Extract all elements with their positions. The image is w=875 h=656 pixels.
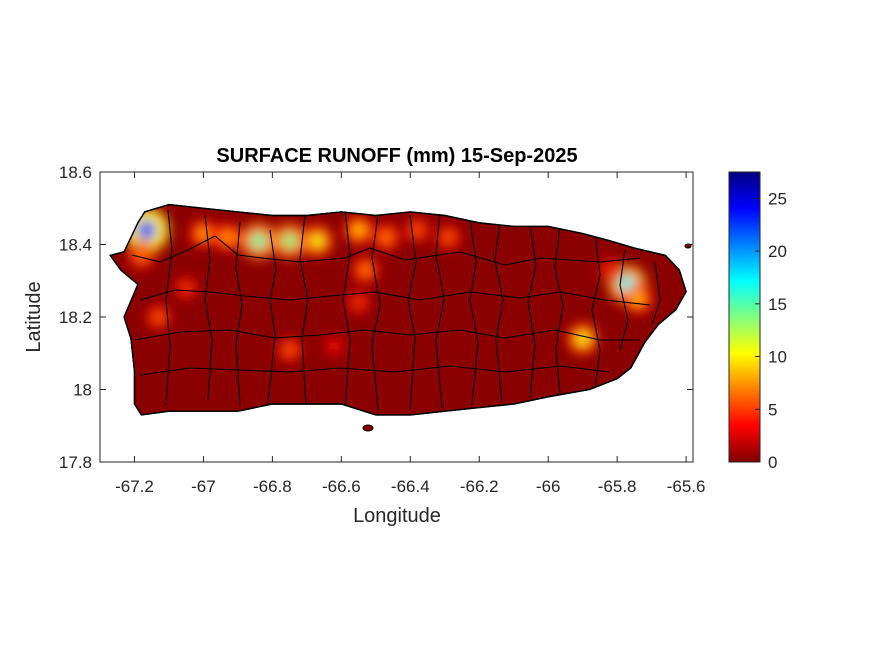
runoff-hotspot-core-1: [135, 249, 148, 262]
municipality-boundaries: [131, 209, 661, 411]
colorbar-gradient: [729, 172, 760, 462]
colorbar-tick-label: 0: [768, 453, 777, 472]
runoff-hotspot-core-19: [631, 292, 645, 306]
runoff-hotspot-core-0: [136, 220, 157, 240]
map-title: SURFACE RUNOFF (mm) 15-Sep-2025: [216, 145, 577, 167]
y-tick-label: 18: [73, 381, 92, 400]
colorbar-tick-label: 25: [768, 189, 787, 208]
x-tick-label: -66: [536, 477, 561, 496]
y-tick-label: 18.4: [59, 236, 92, 255]
runoff-hotspot-core-2: [152, 311, 165, 323]
y-axis-ticks: 17.8 18 18.2 18.4 18.6: [59, 163, 693, 472]
colorbar-tick-label: 15: [768, 295, 787, 314]
runoff-hotspot-core-10: [380, 231, 393, 244]
y-axis-label: Latitude: [23, 281, 45, 352]
runoff-hotspot-core-13: [411, 224, 423, 236]
colorbar-tick-label: 20: [768, 242, 787, 261]
x-tick-label: -66.4: [391, 477, 430, 496]
runoff-hotspot-core-8: [310, 233, 325, 248]
x-tick-label: -65.6: [667, 477, 706, 496]
runoff-hotspot-core-6: [250, 232, 267, 249]
x-tick-label: -66.2: [460, 477, 499, 496]
x-tick-label: -67: [191, 477, 216, 496]
runoff-hotspot-core-14: [442, 231, 454, 243]
x-axis-ticks: -67.2 -67 -66.8 -66.6 -66.4 -66.2 -66 -65.8 -65.…: [115, 172, 705, 496]
colorbar-ticks: 0 5 10 15 20 25: [755, 189, 787, 472]
runoff-hotspot-core-20: [604, 264, 616, 276]
island-coastline: [109, 203, 687, 416]
runoff-hotspot-core-5: [221, 231, 234, 244]
x-tick-label: -67.2: [115, 477, 154, 496]
runoff-hotspot-core-9: [352, 223, 366, 237]
runoff-hotspot-core-17: [575, 331, 590, 346]
y-tick-label: 18.2: [59, 308, 92, 327]
x-tick-label: -65.8: [598, 477, 637, 496]
runoff-hotspots: [124, 207, 653, 363]
x-tick-label: -66.8: [253, 477, 292, 496]
map-layer: [109, 203, 692, 432]
x-axis-label: Longitude: [353, 505, 441, 527]
runoff-hotspot-core-3: [180, 282, 192, 294]
y-tick-label: 17.8: [59, 453, 92, 472]
colorbar-tick-label: 10: [768, 348, 787, 367]
runoff-hotspot-core-12: [353, 297, 364, 308]
small-islet: [362, 424, 374, 432]
runoff-hotspot-core-15: [283, 343, 296, 356]
x-tick-label: -66.6: [322, 477, 361, 496]
colorbar-frame: [728, 171, 761, 463]
runoff-hotspot-core-7: [281, 233, 298, 249]
colorbar: 0 5 10 15 20 25: [728, 171, 787, 472]
runoff-hotspot-core-16: [329, 340, 340, 352]
colorbar-tick-label: 5: [768, 400, 777, 419]
y-tick-label: 18.6: [59, 163, 92, 182]
runoff-hotspot-core-11: [359, 263, 372, 276]
